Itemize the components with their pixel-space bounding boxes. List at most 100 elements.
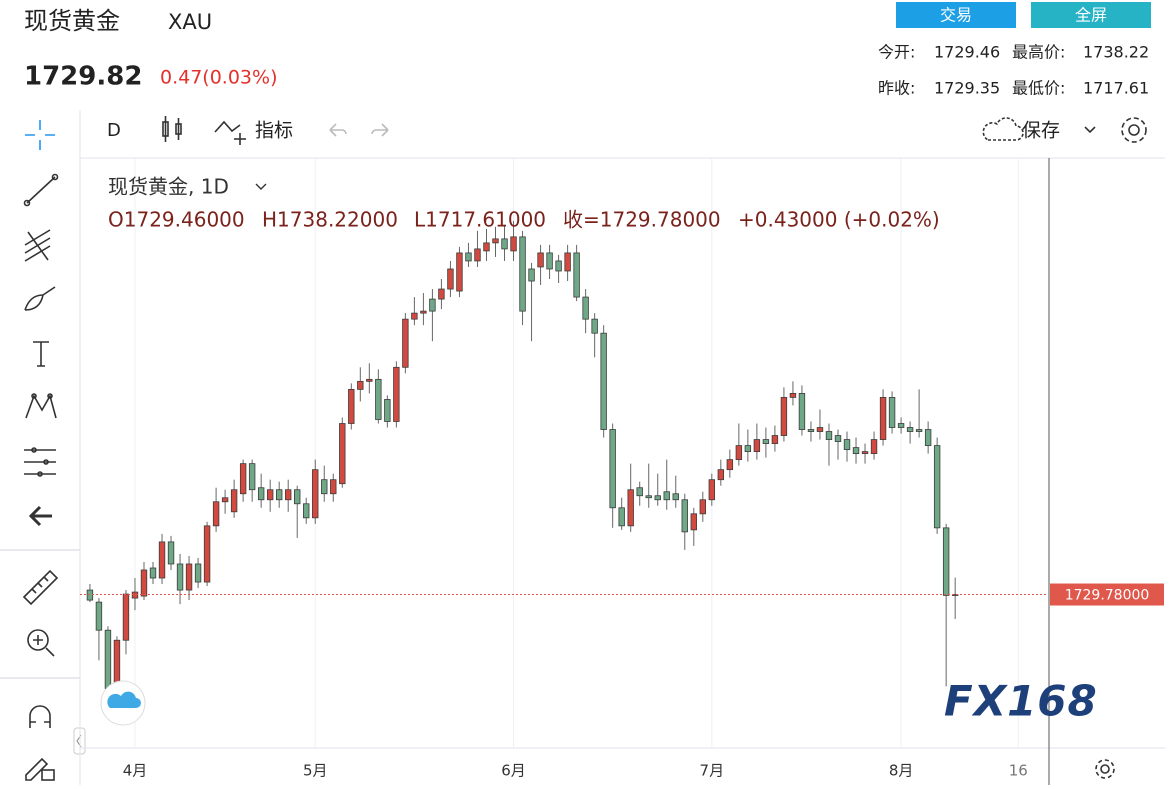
stat-label: 昨收:	[878, 79, 915, 98]
candle-body	[879, 397, 887, 440]
candle-body	[248, 463, 256, 491]
candle-body	[321, 479, 328, 495]
candle-body	[627, 489, 634, 527]
candle-body	[645, 495, 652, 499]
candle-body	[474, 248, 481, 262]
candle-body	[275, 489, 283, 501]
candle-body	[303, 503, 310, 519]
candle-body	[735, 445, 743, 461]
candle-body	[942, 527, 950, 596]
candle-body	[230, 489, 238, 513]
left-toolbar[interactable]	[0, 120, 80, 781]
candle-body	[924, 429, 932, 446]
candle-body	[510, 236, 517, 252]
candle-body	[158, 541, 166, 579]
candle-body	[753, 439, 761, 452]
candle-body	[762, 439, 770, 444]
legend-high: H1738.22000	[262, 208, 398, 232]
stat-value: 1729.35	[934, 79, 1000, 98]
candle-body	[789, 392, 797, 398]
cloud-icon[interactable]	[982, 117, 1024, 141]
candle-body	[176, 563, 184, 591]
candle-body	[816, 427, 824, 432]
candle-body	[726, 459, 734, 471]
candle-body	[420, 310, 427, 314]
candle-body	[780, 397, 788, 436]
candle-body	[528, 268, 535, 282]
candle-body	[573, 252, 580, 298]
title: 现货黄金	[24, 7, 120, 35]
candle-body	[582, 296, 589, 320]
candle-body	[339, 423, 346, 485]
candle-body	[861, 451, 869, 455]
price-tag	[1050, 583, 1164, 606]
candle-body	[897, 423, 905, 428]
candle-body	[744, 445, 752, 452]
candle-body	[285, 489, 292, 501]
price-tag-label: 1729.78000	[1065, 588, 1150, 604]
undo-redo[interactable]	[329, 123, 389, 137]
title-chevron[interactable]	[255, 183, 267, 190]
legend-open: O1729.46000	[108, 208, 245, 232]
candle-body	[131, 591, 139, 599]
watermark: FX168	[944, 677, 1098, 726]
x-tick-label: 16	[1009, 762, 1028, 780]
settings-icon[interactable]	[1121, 117, 1147, 143]
trade-label[interactable]: 交易	[940, 6, 972, 25]
indicator-icon[interactable]	[214, 120, 246, 145]
candle-body	[870, 439, 878, 455]
candle-body	[672, 493, 679, 501]
plot	[80, 220, 1048, 701]
candle-body	[438, 288, 445, 300]
change: 0.47(0.03%)	[160, 67, 278, 89]
candle-body	[600, 332, 607, 430]
candle-body	[798, 392, 806, 430]
candle-body	[591, 318, 598, 334]
candle-body	[519, 236, 526, 312]
candle-body	[257, 487, 265, 501]
x-tick-label: 6月	[501, 762, 526, 780]
axis-settings-icon[interactable]	[1095, 759, 1115, 779]
candle-body	[483, 242, 490, 252]
candle-body	[393, 366, 400, 422]
fullscreen-label[interactable]: 全屏	[1075, 6, 1107, 25]
candle-body	[167, 541, 175, 565]
candle-body	[95, 601, 103, 631]
candle-body	[348, 388, 355, 424]
candle-body	[906, 427, 914, 432]
candle-body	[465, 252, 472, 262]
candle-body	[122, 593, 130, 641]
grid	[134, 158, 1019, 748]
trade-button[interactable]	[896, 2, 1016, 28]
candle-body	[690, 513, 697, 531]
legend-low: L1717.61000	[414, 208, 546, 232]
stat-label: 最低价:	[1012, 79, 1065, 98]
stat-value: 1717.61	[1083, 79, 1149, 98]
stat-value: 1738.22	[1083, 43, 1149, 62]
candle-body	[834, 435, 842, 442]
candle-body	[212, 501, 220, 527]
candle-body	[266, 489, 274, 501]
candle-icon[interactable]	[162, 116, 182, 142]
fullscreen-button[interactable]	[1031, 2, 1151, 28]
indicators[interactable]: 指标	[255, 120, 293, 142]
candle-body	[312, 469, 319, 519]
candle-body	[825, 431, 833, 440]
candle-body	[402, 318, 409, 368]
candle-body	[501, 238, 508, 250]
candle-body	[636, 487, 643, 497]
candle-body	[429, 298, 436, 312]
interval[interactable]: D	[107, 120, 121, 141]
save[interactable]: 保存	[1022, 120, 1060, 142]
candle-body	[852, 447, 860, 455]
candle-body	[771, 435, 779, 444]
candle-body	[330, 479, 337, 495]
candle-body	[492, 238, 499, 244]
candle-body	[564, 252, 571, 272]
candle-body	[654, 495, 661, 501]
x-tick-label: 4月	[123, 762, 148, 780]
cloud-button-icon	[107, 691, 141, 708]
candle-body	[375, 378, 382, 420]
chevron[interactable]	[1084, 126, 1096, 134]
